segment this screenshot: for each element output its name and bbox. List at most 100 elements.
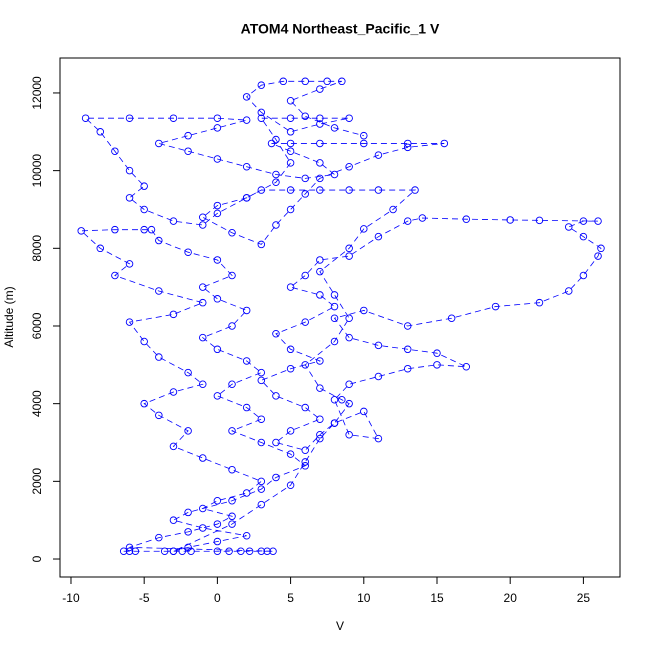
point <box>286 345 295 354</box>
point <box>389 205 397 214</box>
x-tick-label: 15 <box>430 591 444 605</box>
point <box>184 508 192 517</box>
point <box>213 392 222 400</box>
point <box>330 396 339 404</box>
point <box>257 368 266 377</box>
point <box>565 223 573 231</box>
point <box>272 438 280 447</box>
trajectory-line <box>80 80 602 552</box>
point <box>178 547 186 556</box>
point <box>330 314 339 322</box>
point <box>345 252 353 260</box>
point <box>184 528 192 536</box>
y-tick-label: 8000 <box>30 235 44 262</box>
point <box>286 159 295 167</box>
point <box>125 166 134 175</box>
point <box>198 454 207 462</box>
point <box>213 124 222 132</box>
x-tick-label: -10 <box>62 591 80 605</box>
point <box>360 131 368 140</box>
point <box>403 217 412 225</box>
point <box>257 81 266 89</box>
point <box>198 221 207 229</box>
point <box>257 438 266 447</box>
point <box>286 114 295 122</box>
point <box>447 314 456 322</box>
point <box>228 465 236 474</box>
point <box>257 114 266 122</box>
point <box>257 477 266 486</box>
point <box>330 302 339 311</box>
point <box>169 114 178 122</box>
point <box>228 520 236 528</box>
point <box>345 162 353 171</box>
point <box>506 216 514 224</box>
point <box>316 384 324 392</box>
point <box>228 322 236 330</box>
point <box>198 380 207 388</box>
point <box>403 322 412 330</box>
point <box>213 497 222 505</box>
y-tick-label: 12000 <box>30 76 44 110</box>
point <box>345 380 353 388</box>
point <box>140 182 148 190</box>
point <box>330 170 339 179</box>
y-tick-label: 4000 <box>30 390 44 417</box>
point <box>345 244 353 253</box>
point <box>360 225 368 233</box>
point <box>257 376 266 385</box>
point <box>301 190 309 198</box>
point <box>316 114 324 122</box>
point <box>169 547 178 556</box>
point <box>565 287 573 295</box>
point <box>184 248 192 256</box>
point <box>155 287 163 295</box>
point <box>316 174 324 183</box>
point <box>286 205 295 214</box>
point <box>286 481 295 489</box>
point <box>169 217 178 225</box>
point <box>462 363 471 371</box>
x-tick-label: 10 <box>357 591 371 605</box>
point <box>316 139 324 148</box>
point <box>242 194 251 202</box>
point <box>257 485 266 493</box>
point <box>411 186 419 194</box>
point <box>286 450 295 458</box>
point <box>330 291 339 299</box>
point <box>403 139 412 148</box>
point <box>140 205 148 214</box>
point <box>81 114 90 122</box>
point <box>213 520 222 528</box>
point <box>125 318 134 326</box>
point <box>316 267 324 276</box>
point <box>579 271 588 280</box>
point <box>301 318 309 326</box>
point <box>213 155 222 163</box>
point <box>242 403 251 412</box>
point <box>257 108 266 117</box>
point <box>184 543 192 552</box>
point <box>213 201 222 210</box>
point <box>418 214 427 222</box>
point <box>316 120 324 128</box>
point <box>316 186 324 194</box>
point <box>155 139 163 148</box>
point <box>345 430 353 439</box>
x-tick-label: 20 <box>504 591 518 605</box>
point <box>198 504 207 513</box>
plot-box <box>59 57 621 578</box>
point <box>198 524 207 532</box>
point <box>535 216 544 225</box>
point <box>213 345 222 354</box>
point <box>316 430 324 439</box>
point <box>338 77 346 86</box>
point <box>374 372 383 381</box>
point <box>316 159 324 167</box>
point <box>213 547 222 556</box>
point <box>594 252 602 260</box>
point <box>360 407 368 416</box>
point <box>198 283 207 291</box>
point <box>198 333 207 342</box>
point <box>257 186 266 194</box>
